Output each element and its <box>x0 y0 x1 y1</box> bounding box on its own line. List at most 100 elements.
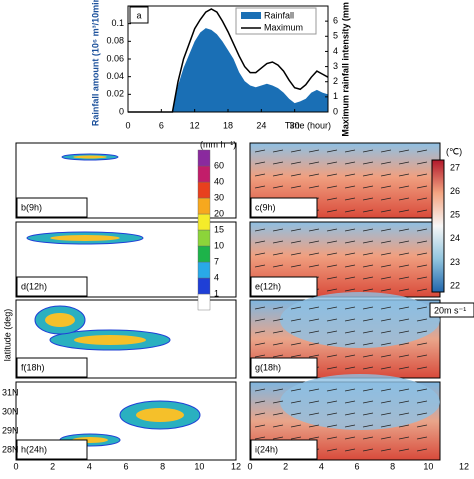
colorbar-tick-label: 60 <box>214 160 224 170</box>
wind-vector <box>254 388 266 392</box>
temp-panel-label: e(12h) <box>255 281 281 291</box>
chart-title: a <box>136 10 141 20</box>
wind-vector <box>344 161 356 165</box>
wind-vector <box>416 209 428 213</box>
label-box <box>250 439 318 460</box>
y-tick-label: 0.04 <box>106 71 124 81</box>
wind-vector <box>290 161 302 165</box>
wind-vector <box>380 185 392 189</box>
rain-core <box>136 408 184 422</box>
wind-vector <box>290 424 302 428</box>
colorbar-segment <box>197 149 211 167</box>
wind-vector <box>344 318 356 322</box>
wind-vector <box>398 197 410 201</box>
wind-vector <box>290 436 302 440</box>
rain-core <box>74 335 146 345</box>
wind-vector <box>254 252 266 256</box>
colorbar-segment <box>197 181 211 199</box>
wind-vector <box>416 185 428 189</box>
wind-vector <box>362 149 374 153</box>
x-tick-label: 4 <box>87 461 92 471</box>
label-box <box>16 357 88 378</box>
wind-vector <box>362 264 374 268</box>
colorbar-segment <box>197 229 211 247</box>
wind-vector <box>398 448 410 452</box>
wind-vector <box>290 342 302 346</box>
wind-vector <box>254 228 266 232</box>
x-axis-label: Time (hour) <box>285 120 331 130</box>
wind-vector <box>326 424 338 428</box>
x-tick-label: 2 <box>50 461 55 471</box>
wind-vector <box>254 400 266 404</box>
wind-vector <box>380 366 392 370</box>
y2-tick-label: 1 <box>333 91 338 101</box>
wind-vector <box>380 288 392 292</box>
wind-vector <box>416 252 428 256</box>
x-tick-label: 10 <box>194 461 204 471</box>
wind-vector <box>308 240 320 244</box>
wind-vector <box>398 161 410 165</box>
wind-vector <box>398 185 410 189</box>
wind-vector <box>416 288 428 292</box>
wind-vector <box>344 197 356 201</box>
wind-vector <box>308 185 320 189</box>
wind-vector <box>272 412 284 416</box>
wind-vector <box>272 436 284 440</box>
wind-vector <box>290 173 302 177</box>
wind-vector <box>416 240 428 244</box>
wind-vector <box>290 400 302 404</box>
wind-vector <box>308 330 320 334</box>
wind-vector <box>380 264 392 268</box>
wind-vector <box>272 354 284 358</box>
wind-vector <box>326 342 338 346</box>
colorbar-tick-label: 40 <box>214 176 224 186</box>
wind-vector <box>416 161 428 165</box>
x-tick-label: 12 <box>459 461 469 471</box>
wind-vector <box>380 318 392 322</box>
wind-vector <box>380 424 392 428</box>
colorbar-segment <box>197 165 211 183</box>
wind-vector <box>344 240 356 244</box>
x-tick-label: 24 <box>256 120 266 130</box>
colorbar-segment <box>197 245 211 263</box>
colorbar-tick-label: 7 <box>214 256 219 266</box>
wind-vector <box>272 149 284 153</box>
wind-vector <box>362 366 374 370</box>
label-box <box>250 357 318 378</box>
wind-vector <box>272 264 284 268</box>
wind-vector <box>398 228 410 232</box>
colorbar-segment <box>197 261 211 279</box>
wind-vector <box>362 306 374 310</box>
x-tick-label: 6 <box>123 461 128 471</box>
rain-panel-label: b(9h) <box>21 202 42 212</box>
wind-vector <box>344 436 356 440</box>
wind-vector <box>380 276 392 280</box>
wind-vector <box>362 424 374 428</box>
wind-vector <box>272 240 284 244</box>
wind-vector <box>326 436 338 440</box>
wind-vector <box>326 228 338 232</box>
colorbar-tick-label: 20 <box>214 208 224 218</box>
wind-vector <box>416 354 428 358</box>
rain-core <box>73 155 107 159</box>
x-tick-label: 8 <box>160 461 165 471</box>
rain-panel-label: f(18h) <box>21 362 45 372</box>
wind-vector <box>398 342 410 346</box>
wind-vector <box>380 149 392 153</box>
wind-vector <box>308 424 320 428</box>
wind-vector <box>344 209 356 213</box>
wind-vector <box>398 209 410 213</box>
wind-vector <box>254 330 266 334</box>
wind-vector <box>416 436 428 440</box>
wind-vector <box>290 264 302 268</box>
wind-vector <box>416 197 428 201</box>
wind-vector <box>290 185 302 189</box>
x-tick-label: 12 <box>190 120 200 130</box>
wind-vector <box>416 412 428 416</box>
wind-vector <box>326 149 338 153</box>
colorbar-unit: (℃) <box>446 146 462 156</box>
wind-vector <box>416 318 428 322</box>
wind-vector <box>344 185 356 189</box>
wind-vector <box>308 173 320 177</box>
rain-core <box>50 235 120 241</box>
